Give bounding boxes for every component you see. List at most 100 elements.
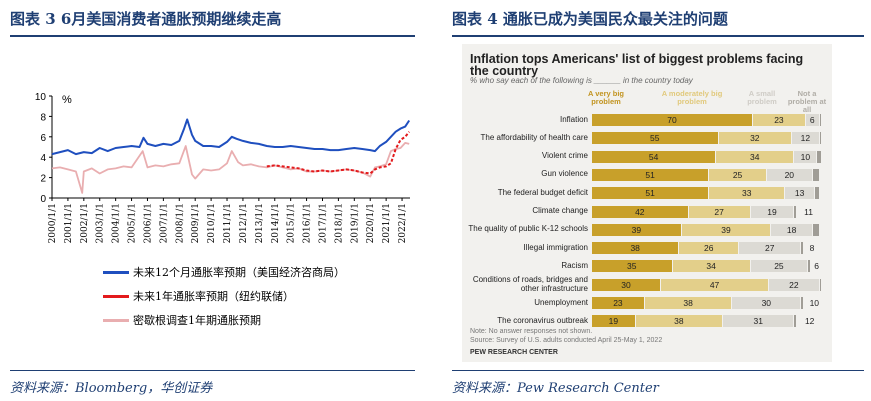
x-tick-label: 2007/1/1 bbox=[159, 203, 169, 243]
right-source: 资料来源：Pew Research Center bbox=[452, 381, 659, 396]
pew-bar-segment: 34 bbox=[716, 150, 794, 163]
pew-row-label: Illegal immigration bbox=[523, 242, 588, 252]
legend-swatch-blue bbox=[103, 270, 129, 274]
pew-bar-segment: 12 bbox=[794, 315, 823, 328]
left-source: 资料来源：Bloomberg，华创证券 bbox=[10, 381, 213, 396]
pew-bar-segment: 39 bbox=[681, 223, 771, 236]
x-tick-label: 2002/1/1 bbox=[80, 203, 90, 243]
pew-bar-segment: 19 bbox=[592, 315, 635, 328]
pew-bar-segment: 26 bbox=[679, 242, 739, 255]
x-tick-label: 2017/1/1 bbox=[318, 203, 328, 243]
x-tick-label: 2009/1/1 bbox=[191, 203, 201, 243]
x-tick-label: 2011/1/1 bbox=[223, 203, 233, 243]
pew-bar-segment: 27 bbox=[688, 205, 750, 218]
inflation-expectations-line-chart: % 0 2 4 6 8 10 2000/1/1 2001/1/1 2002/1/1 2003/1/… bbox=[35, 92, 411, 243]
pew-bar-segment: 54 bbox=[592, 150, 716, 163]
pew-bar-segment: 51 bbox=[592, 187, 709, 200]
legend-item-conference-board: 未来12个月通胀率预期（美国经济咨商局） bbox=[103, 260, 345, 284]
pew-bar-segment: 70 bbox=[592, 114, 752, 126]
pew-bar-segment: 13 bbox=[785, 187, 815, 200]
pew-chart-heading: Inflation tops Americans' list of bigges… bbox=[470, 52, 804, 78]
legend-swatch-pink bbox=[103, 318, 129, 322]
pew-bar-segment bbox=[815, 187, 819, 200]
pew-bar-segment: 25 bbox=[709, 168, 766, 181]
pew-bar-segment: 32 bbox=[718, 132, 792, 145]
pew-bar-segment: 31 bbox=[723, 315, 794, 328]
pew-bar-segment: 10 bbox=[794, 150, 817, 163]
pew-bar-segment: 38 bbox=[592, 242, 679, 255]
legend-label-michigan: 密歇根调查1年期通胀预期 bbox=[133, 314, 261, 327]
pew-stacked-bar-chart: Inflation tops Americans' list of bigges… bbox=[462, 44, 832, 362]
pew-bar-segment: 6 bbox=[808, 260, 823, 273]
x-tick-label: 2021/1/1 bbox=[382, 203, 392, 243]
pew-row-label: Gun violence bbox=[541, 169, 588, 179]
right-source-rule bbox=[452, 370, 864, 371]
right-title-rule bbox=[452, 35, 864, 37]
x-tick-label: 2019/1/1 bbox=[350, 203, 360, 243]
pew-bar-segment: 35 bbox=[592, 260, 672, 273]
pew-bar-segment: 39 bbox=[592, 223, 681, 236]
pew-bar-segment: 25 bbox=[750, 260, 808, 273]
y-unit-label: % bbox=[62, 94, 72, 106]
left-panel-title: 图表 3 6月美国消费者通胀预期继续走高 bbox=[10, 10, 282, 28]
pew-legend-header: A moderately big problem bbox=[661, 89, 723, 106]
pew-bar-segment: 38 bbox=[644, 297, 732, 309]
pew-row-label: Climate change bbox=[532, 206, 588, 215]
x-tick-label: 2012/1/1 bbox=[239, 203, 249, 243]
legend-label-ny-fed: 未来1年通胀率预期（纽约联储） bbox=[133, 290, 294, 303]
x-tick-label: 2003/1/1 bbox=[96, 203, 106, 243]
pew-bar-segment: 23 bbox=[753, 114, 805, 126]
left-source-rule bbox=[10, 370, 415, 371]
y-tick-label: 2 bbox=[40, 174, 46, 185]
pew-bar-segment: 11 bbox=[794, 205, 821, 218]
x-tick-label: 2014/1/1 bbox=[271, 203, 281, 243]
pew-legend-header: A small problem bbox=[747, 89, 777, 106]
pew-bar-segment: 42 bbox=[592, 205, 688, 218]
series-line-ny-fed bbox=[266, 131, 410, 175]
series-line-michigan bbox=[51, 142, 410, 194]
pew-survey-source: Source: Survey of U.S. adults conducted … bbox=[470, 337, 663, 344]
pew-bar-segment: 18 bbox=[771, 223, 812, 236]
pew-legend-header: Not a problem at all bbox=[787, 89, 827, 114]
x-tick-label: 2001/1/1 bbox=[64, 203, 74, 243]
legend-item-michigan: 密歇根调查1年期通胀预期 bbox=[103, 308, 345, 332]
pew-bar-segment bbox=[812, 168, 819, 181]
legend-swatch-red bbox=[103, 294, 129, 298]
x-tick-label: 2015/1/1 bbox=[287, 203, 297, 243]
y-tick-label: 10 bbox=[35, 92, 47, 103]
x-tick-label: 2004/1/1 bbox=[112, 203, 122, 243]
x-tick-label: 2013/1/1 bbox=[255, 203, 265, 243]
pew-bar-segment: 51 bbox=[592, 168, 709, 181]
pew-row-label: Racism bbox=[561, 260, 588, 270]
right-panel-title: 图表 4 通胀已成为美国民众最关注的问题 bbox=[452, 10, 728, 28]
x-tick-label: 2008/1/1 bbox=[175, 203, 185, 243]
pew-bar-segment: 34 bbox=[672, 260, 750, 273]
pew-bar-segment: 33 bbox=[709, 187, 785, 200]
pew-bar-segment: 47 bbox=[661, 278, 769, 291]
x-tick-label: 2022/1/1 bbox=[398, 203, 408, 243]
pew-bar-segment bbox=[817, 150, 821, 163]
x-tick-label: 2016/1/1 bbox=[303, 203, 313, 243]
pew-note: Note: No answer responses not shown. bbox=[470, 328, 593, 335]
series-line-conference-board bbox=[51, 118, 411, 156]
x-tick-label: 2018/1/1 bbox=[334, 203, 344, 243]
pew-bar-segment: 12 bbox=[792, 132, 819, 145]
pew-row-label: The coronavirus outbreak bbox=[497, 315, 588, 325]
pew-org-label: PEW RESEARCH CENTER bbox=[470, 349, 558, 356]
pew-row-label: The quality of public K-12 schools bbox=[468, 224, 588, 234]
pew-row-label: Unemployment bbox=[534, 297, 588, 307]
pew-chart-subheading: % who say each of the following is _____… bbox=[470, 76, 693, 85]
y-tick-label: 8 bbox=[40, 112, 46, 123]
pew-bar-segment: 55 bbox=[592, 132, 718, 145]
pew-bar-segment: 38 bbox=[635, 315, 723, 328]
legend-label-conference-board: 未来12个月通胀率预期（美国经济咨商局） bbox=[133, 266, 345, 279]
pew-bar-segment: 10 bbox=[801, 297, 826, 309]
left-title-rule bbox=[10, 35, 415, 37]
pew-bar-segment: 30 bbox=[732, 297, 801, 309]
pew-bar-segment bbox=[819, 114, 821, 126]
pew-row-label: Violent crime bbox=[541, 151, 588, 161]
pew-bar-segment: 27 bbox=[739, 242, 801, 255]
pew-bar-segment bbox=[812, 223, 819, 236]
pew-row-label: Conditions of roads, bridges and other i… bbox=[472, 275, 588, 293]
pew-bar-segment: 8 bbox=[801, 242, 821, 255]
